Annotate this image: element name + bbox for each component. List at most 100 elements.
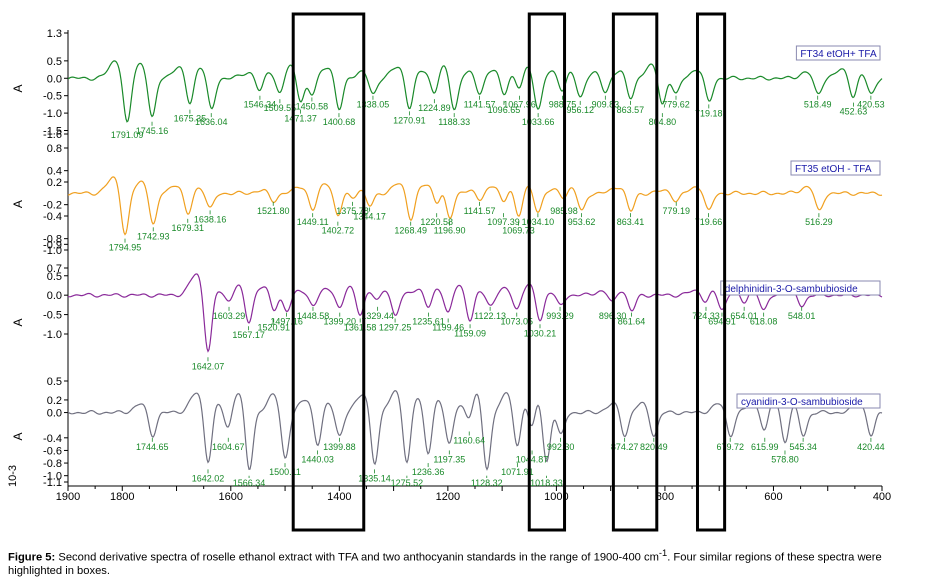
peak-label: 1791.09 bbox=[111, 130, 144, 140]
series-legend-label: delphinidin-3-O-sambubioside bbox=[725, 284, 858, 295]
x-tick-label: 1200 bbox=[436, 491, 460, 503]
peak-label: 1034.10 bbox=[522, 217, 555, 227]
peak-label: 1033.66 bbox=[522, 117, 555, 127]
y-tick-label: 0.0 bbox=[47, 73, 62, 85]
y-tick-label: -0.6 bbox=[43, 445, 62, 457]
highlight-box bbox=[527, 12, 567, 532]
peak-label: 863.57 bbox=[617, 105, 645, 115]
peak-label: 1744.65 bbox=[136, 442, 169, 452]
peak-label: 1224.89 bbox=[418, 103, 451, 113]
peak-label: 1642.02 bbox=[192, 473, 225, 483]
peak-label: 420.44 bbox=[857, 442, 885, 452]
y-tick-label: -1.0 bbox=[43, 245, 62, 257]
peak-label: 1073.05 bbox=[500, 317, 533, 327]
peak-label: 1344.17 bbox=[353, 212, 386, 222]
x-tick-label: 1000 bbox=[544, 491, 568, 503]
peak-label: 1399.20 bbox=[323, 317, 356, 327]
peak-label: 1675.35 bbox=[174, 114, 207, 124]
y-tick-label: 0.7 bbox=[47, 263, 62, 275]
spectrum-line bbox=[67, 176, 883, 236]
peak-label: 724.33 bbox=[692, 311, 720, 321]
peak-label: 1794.95 bbox=[109, 243, 142, 253]
peak-label: 1235.61 bbox=[412, 317, 445, 327]
peak-label: 719.66 bbox=[695, 217, 723, 227]
peak-label: 1141.57 bbox=[464, 206, 496, 216]
y-tick-label: -1.0 bbox=[43, 108, 62, 120]
peak-label: 1638.16 bbox=[194, 214, 227, 224]
peak-label: 719.18 bbox=[695, 108, 723, 118]
peak-label: 1275.52 bbox=[391, 478, 424, 488]
peak-label: 1566.34 bbox=[233, 478, 266, 488]
y-tick-label: -1.5 bbox=[43, 126, 62, 138]
peak-label: 1521.80 bbox=[257, 206, 290, 216]
peak-label: 1236.36 bbox=[412, 467, 445, 477]
peak-label: 993.29 bbox=[546, 311, 574, 321]
peak-label: 1399.88 bbox=[323, 442, 356, 452]
y-tick-label: -1.0 bbox=[43, 471, 62, 483]
peak-label: 956.12 bbox=[566, 105, 594, 115]
series-legend-label: cyanidin-3-O-sambubioside bbox=[741, 397, 863, 408]
y-tick-label: -0.4 bbox=[43, 211, 62, 223]
caption-text: Second derivative spectra of roselle eth… bbox=[55, 551, 659, 564]
y-tick-label: 0.0 bbox=[47, 408, 62, 420]
peak-label: 1097.39 bbox=[487, 217, 520, 227]
y-axis-label: A bbox=[11, 200, 25, 208]
series-legend-label: FT35 etOH - TFA bbox=[795, 164, 872, 175]
peak-label: 1268.49 bbox=[394, 226, 427, 236]
peak-label: 1297.25 bbox=[379, 322, 412, 332]
y-tick-label: -0.5 bbox=[43, 310, 62, 322]
y-tick-label: -0.2 bbox=[43, 200, 62, 212]
peak-label: 1679.31 bbox=[171, 223, 204, 233]
peak-label: 679.72 bbox=[716, 442, 744, 452]
peak-label: 516.29 bbox=[805, 217, 833, 227]
peak-label: 1159.09 bbox=[454, 328, 486, 338]
caption-text-end: . Four similar regions of these spectra … bbox=[8, 551, 882, 577]
series-legend-box bbox=[720, 280, 881, 296]
peak-label: 863.41 bbox=[617, 217, 645, 227]
y-tick-label: 0.8 bbox=[47, 143, 62, 155]
peak-label: 615.99 bbox=[751, 442, 779, 452]
figure-caption: Figure 5: Second derivative spectra of r… bbox=[8, 547, 920, 578]
spectrum-line bbox=[67, 60, 883, 123]
y-tick-label: -1.1 bbox=[43, 477, 62, 489]
y-exponent-label: 10-3 bbox=[7, 465, 19, 487]
peak-label: 953.62 bbox=[568, 217, 596, 227]
peak-label: 992.30 bbox=[547, 442, 575, 452]
peak-label: 1500.11 bbox=[269, 467, 301, 477]
peak-label: 988.75 bbox=[549, 100, 577, 110]
y-tick-label: -0.8 bbox=[43, 458, 62, 470]
series-legend-box bbox=[795, 45, 881, 61]
peak-label: 1270.91 bbox=[393, 115, 426, 125]
y-tick-label: 0.2 bbox=[47, 395, 62, 407]
highlight-box bbox=[695, 12, 727, 532]
peak-label: 1603.29 bbox=[213, 311, 246, 321]
peak-label: 820.49 bbox=[640, 442, 668, 452]
peak-label: 1448.58 bbox=[297, 311, 330, 321]
y-axis-label: A bbox=[11, 433, 25, 441]
peak-label: 654.01 bbox=[730, 311, 758, 321]
peak-label: 548.01 bbox=[788, 311, 816, 321]
peak-label: 1509.55 bbox=[264, 103, 297, 113]
peak-label: 1546.34 bbox=[244, 100, 277, 110]
highlight-box bbox=[291, 12, 366, 532]
peak-label: 1636.04 bbox=[195, 117, 228, 127]
peak-label: 1188.33 bbox=[438, 117, 470, 127]
x-tick-label: 400 bbox=[873, 491, 891, 503]
peak-label: 1196.90 bbox=[434, 226, 466, 236]
peak-label: 1642.07 bbox=[192, 361, 225, 371]
spectra-chart: 1900 1800 1600 1400 1200 1000 800 600 400 10-3 1.3… bbox=[7, 12, 891, 532]
peak-label: 518.49 bbox=[804, 100, 832, 110]
y-tick-label: -0.5 bbox=[43, 91, 62, 103]
series-legend-label: FT34 etOH+ TFA bbox=[800, 49, 877, 60]
peak-label: 1742.93 bbox=[137, 231, 170, 241]
peak-label: 1160.64 bbox=[453, 436, 485, 446]
highlight-box bbox=[611, 12, 659, 532]
x-tick-label: 1900 bbox=[56, 491, 80, 503]
peak-label: 1220.58 bbox=[420, 217, 453, 227]
y-axis-label: A bbox=[11, 318, 25, 326]
peak-label: 1338.05 bbox=[357, 100, 390, 110]
peak-label: 1197.35 bbox=[433, 454, 465, 464]
peak-label: 779.62 bbox=[662, 100, 690, 110]
y-tick-label: -0.9 bbox=[43, 239, 62, 251]
peak-label: 1018.33 bbox=[530, 478, 563, 488]
